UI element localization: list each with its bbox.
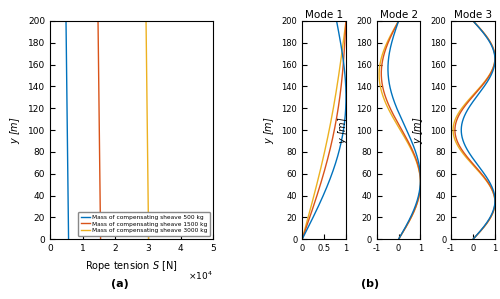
- Y-axis label: $y$ [m]: $y$ [m]: [336, 116, 350, 144]
- Mass of compensating sheave 500 kg: [63, 25, 69, 28]
- Mass of compensating sheave 500 kg: [64, 132, 70, 136]
- Mass of compensating sheave 3000 kg: [144, 119, 150, 123]
- Mass of compensating sheave 1500 kg: [96, 119, 102, 123]
- Text: $\times10^4$: $\times10^4$: [188, 270, 213, 282]
- Title: Mode 2: Mode 2: [380, 10, 418, 20]
- Mass of compensating sheave 3000 kg: [143, 19, 149, 23]
- Mass of compensating sheave 3000 kg: [143, 25, 149, 28]
- Mass of compensating sheave 500 kg: [64, 108, 70, 111]
- Line: Mass of compensating sheave 1500 kg: Mass of compensating sheave 1500 kg: [98, 21, 100, 239]
- Text: (a): (a): [111, 279, 129, 289]
- Mass of compensating sheave 1500 kg: [95, 25, 101, 28]
- Mass of compensating sheave 1500 kg: [96, 134, 102, 137]
- Mass of compensating sheave 3000 kg: [144, 134, 150, 137]
- Mass of compensating sheave 1500 kg: [98, 237, 103, 241]
- Legend: Mass of compensating sheave 500 kg, Mass of compensating sheave 1500 kg, Mass of: Mass of compensating sheave 500 kg, Mass…: [78, 212, 210, 236]
- Line: Mass of compensating sheave 500 kg: Mass of compensating sheave 500 kg: [66, 21, 68, 239]
- Mass of compensating sheave 500 kg: [64, 134, 70, 137]
- Mass of compensating sheave 1500 kg: [95, 19, 101, 23]
- Mass of compensating sheave 500 kg: [63, 19, 69, 23]
- Line: Mass of compensating sheave 3000 kg: Mass of compensating sheave 3000 kg: [146, 21, 148, 239]
- Mass of compensating sheave 1500 kg: [96, 59, 102, 62]
- Mass of compensating sheave 1500 kg: [96, 132, 102, 136]
- Mass of compensating sheave 500 kg: [66, 237, 71, 241]
- Mass of compensating sheave 1500 kg: [96, 108, 102, 111]
- X-axis label: Rope tension $S$ [N]: Rope tension $S$ [N]: [86, 259, 178, 273]
- Mass of compensating sheave 3000 kg: [146, 237, 152, 241]
- Y-axis label: $y$ [m]: $y$ [m]: [262, 116, 276, 144]
- Mass of compensating sheave 3000 kg: [144, 59, 150, 62]
- Title: Mode 1: Mode 1: [305, 10, 343, 20]
- Y-axis label: $y$ [m]: $y$ [m]: [8, 116, 22, 144]
- Mass of compensating sheave 500 kg: [64, 59, 70, 62]
- Mass of compensating sheave 3000 kg: [144, 108, 150, 111]
- Mass of compensating sheave 3000 kg: [144, 132, 150, 136]
- Y-axis label: $y$ [m]: $y$ [m]: [411, 116, 425, 144]
- Mass of compensating sheave 500 kg: [64, 119, 70, 123]
- Title: Mode 3: Mode 3: [454, 10, 492, 20]
- Text: (b): (b): [361, 279, 379, 289]
